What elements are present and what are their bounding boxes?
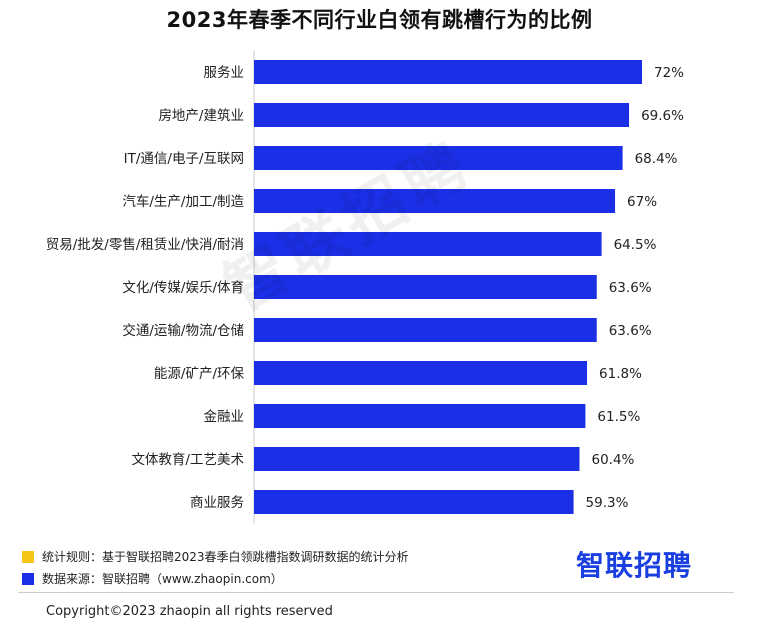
value-label: 61.5% [597, 409, 640, 425]
bar [254, 361, 588, 385]
bar [254, 146, 623, 170]
category-label: IT/通信/电子/互联网 [124, 151, 244, 167]
value-label: 72% [654, 65, 684, 81]
bar [254, 60, 642, 84]
value-label: 67% [627, 194, 657, 210]
legend-rule-text: 统计规则：基于智联招聘2023春季白领跳槽指数调研数据的统计分析 [42, 550, 409, 564]
value-label: 59.3% [586, 495, 629, 511]
category-label: 贸易/批发/零售/租赁业/快消/耐消 [46, 237, 244, 253]
bar [254, 490, 574, 514]
value-label: 69.6% [641, 108, 684, 124]
copyright-text: Copyright©2023 zhaopin all rights reserv… [46, 604, 333, 619]
category-label: 服务业 [204, 65, 245, 81]
legend-source-text: 数据来源：智联招聘（www.zhaopin.com） [42, 572, 283, 586]
legend-source-swatch [22, 572, 34, 585]
bar [254, 232, 602, 256]
value-label: 63.6% [609, 323, 652, 339]
value-label: 60.4% [591, 452, 634, 468]
legend-rule: 统计规则：基于智联招聘2023春季白领跳槽指数调研数据的统计分析 [22, 548, 409, 565]
category-label: 交通/运输/物流/仓储 [122, 322, 244, 339]
bar [254, 189, 616, 213]
value-label: 64.5% [614, 237, 657, 253]
footer-divider [18, 592, 734, 593]
category-label: 文化/传媒/娱乐/体育 [122, 280, 244, 296]
bars-group [254, 60, 642, 514]
bar [254, 103, 630, 127]
value-label: 63.6% [609, 280, 652, 296]
category-label: 能源/矿产/环保 [154, 366, 245, 382]
bar [254, 447, 580, 471]
category-label: 文体教育/工艺美术 [131, 452, 244, 468]
category-label: 房地产/建筑业 [158, 108, 244, 124]
value-labels-group: 72% 69.6% 68.4% 67% 64.5% 63.6% 63.6% 61.8% 61.5… [586, 65, 685, 511]
category-label: 商业服务 [190, 495, 244, 511]
bar [254, 275, 597, 299]
value-label: 68.4% [635, 151, 678, 167]
bar [254, 318, 597, 342]
category-label: 汽车/生产/加工/制造 [122, 193, 244, 210]
zhaopin-logo: 智联招聘 [576, 549, 693, 582]
legend-source: 数据来源：智联招聘（www.zhaopin.com） [22, 570, 283, 587]
bar [254, 404, 586, 428]
chart-title: 2023年春季不同行业白领有跳槽行为的比例 [166, 8, 593, 32]
value-label: 61.8% [599, 366, 642, 382]
category-label: 金融业 [204, 409, 245, 425]
legend-rule-swatch [22, 550, 34, 563]
